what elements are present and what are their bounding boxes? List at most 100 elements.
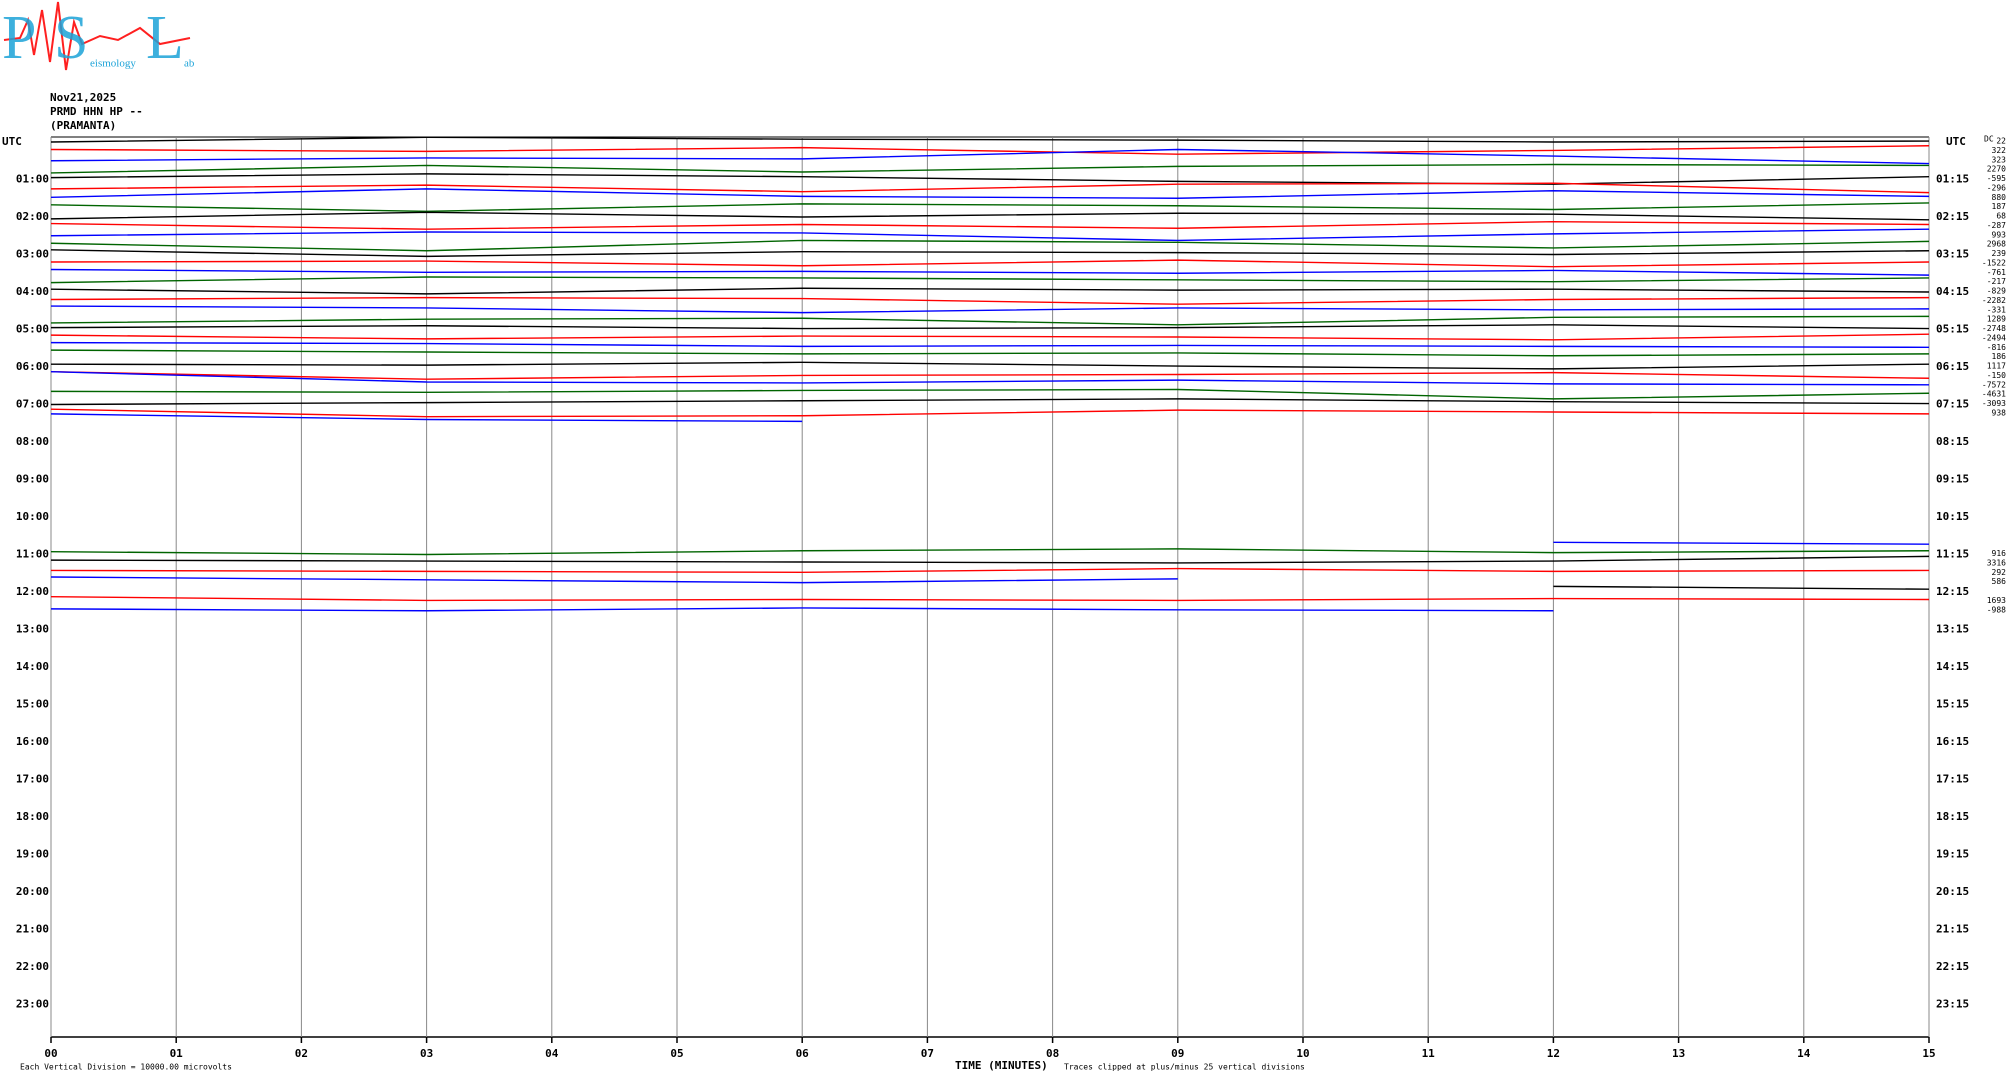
right-time-label: 12:15: [1936, 585, 1969, 598]
left-time-label: 03:00: [16, 248, 49, 261]
offset-label: -150: [1987, 371, 2006, 380]
trace: [50, 607, 1554, 612]
right-time-label: 16:15: [1936, 735, 1969, 748]
left-time-label: 09:00: [16, 473, 49, 486]
trace: [50, 173, 1930, 185]
logo-wave: [3, 1, 191, 71]
trace: [50, 239, 1930, 252]
trace: [50, 163, 1930, 174]
offset-label: -296: [1987, 183, 2006, 192]
trace: [50, 341, 1930, 349]
offset-label: 187: [1992, 202, 2007, 211]
right-time-label: 08:15: [1936, 435, 1969, 448]
trace: [50, 188, 1930, 199]
left-time-label: 02:00: [16, 210, 49, 223]
x-tick-label: 02: [295, 1047, 308, 1060]
header-name: (PRAMANTA): [50, 119, 116, 132]
left-time-label: 12:00: [16, 585, 49, 598]
trace: [50, 305, 1930, 314]
left-time-label: 19:00: [16, 848, 49, 861]
x-tick-label: 15: [1922, 1047, 1935, 1060]
header-station: PRMD HHN HP --: [50, 105, 143, 118]
left-time-label: 20:00: [16, 885, 49, 898]
trace: [50, 220, 1930, 230]
left-time-label: 15:00: [16, 698, 49, 711]
offset-label: -1522: [1982, 258, 2006, 267]
trace: [50, 148, 1930, 165]
right-time-label: 01:15: [1936, 173, 1969, 186]
footer-right: Traces clipped at plus/minus 25 vertical…: [1064, 1063, 1305, 1072]
right-time-label: 18:15: [1936, 810, 1969, 823]
dc-label: DC: [1984, 135, 1994, 144]
x-tick-label: 08: [1046, 1047, 1059, 1060]
offset-label: -2748: [1982, 324, 2006, 333]
offset-label: 586: [1992, 577, 2007, 586]
offset-label: 1289: [1987, 315, 2006, 324]
right-time-label: 21:15: [1936, 923, 1969, 936]
right-time-label: 14:15: [1936, 660, 1969, 673]
x-axis-label: TIME (MINUTES): [955, 1059, 1048, 1072]
left-time-label: 16:00: [16, 735, 49, 748]
offset-label: -4631: [1982, 390, 2006, 399]
left-time-label: 06:00: [16, 360, 49, 373]
left-time-label: 21:00: [16, 923, 49, 936]
offset-label: 1693: [1987, 596, 2006, 605]
header-date: Nov21,2025: [50, 91, 116, 104]
right-axis-label: UTC: [1946, 135, 1966, 148]
trace: [50, 276, 1930, 284]
trace: [1553, 541, 1930, 545]
trace: [50, 413, 803, 423]
right-time-label: 22:15: [1936, 960, 1969, 973]
x-tick-label: 11: [1422, 1047, 1436, 1060]
left-time-label: 08:00: [16, 435, 49, 448]
footer-left: Each Vertical Division = 10000.00 microv…: [20, 1063, 232, 1072]
offset-label: 880: [1992, 193, 2007, 202]
offset-label: 22: [1996, 137, 2006, 146]
x-tick-label: 14: [1797, 1047, 1811, 1060]
offset-label: 2270: [1987, 165, 2006, 174]
x-tick-label: 06: [796, 1047, 810, 1060]
offset-label: 68: [1996, 212, 2006, 221]
trace: [50, 211, 1930, 221]
offset-label: 2968: [1987, 240, 2006, 249]
offset-label: 916: [1992, 549, 2007, 558]
trace: [50, 228, 1930, 242]
x-tick-label: 09: [1171, 1047, 1184, 1060]
logo-text: ab: [184, 58, 195, 70]
offset-label: -816: [1987, 343, 2006, 352]
offset-label: -2282: [1982, 296, 2006, 305]
logo-letter: P: [2, 4, 36, 72]
right-time-label: 09:15: [1936, 473, 1969, 486]
x-tick-label: 10: [1296, 1047, 1309, 1060]
trace: [50, 296, 1930, 305]
offset-label: 292: [1992, 568, 2007, 577]
offset-label: 323: [1992, 155, 2007, 164]
x-tick-label: 00: [44, 1047, 57, 1060]
trace: [50, 287, 1930, 295]
trace: [50, 259, 1930, 268]
left-time-label: 22:00: [16, 960, 49, 973]
offset-label: 938: [1992, 408, 2007, 417]
x-tick-label: 03: [420, 1047, 433, 1060]
offset-label: 3316: [1987, 558, 2006, 567]
trace: [50, 136, 1930, 143]
right-time-label: 20:15: [1936, 885, 1969, 898]
trace: [50, 567, 1930, 574]
offset-label: -331: [1987, 305, 2006, 314]
trace: [50, 324, 1930, 330]
trace: [50, 576, 1178, 584]
x-tick-label: 04: [545, 1047, 559, 1060]
left-time-label: 23:00: [16, 998, 49, 1011]
offset-label: -829: [1987, 287, 2006, 296]
trace: [50, 555, 1930, 564]
x-tick-label: 05: [670, 1047, 683, 1060]
right-time-label: 06:15: [1936, 360, 1969, 373]
right-time-label: 19:15: [1936, 848, 1969, 861]
trace: [50, 595, 1930, 602]
logo-text: eismology: [90, 58, 136, 70]
trace: [50, 408, 1930, 418]
left-time-label: 01:00: [16, 173, 49, 186]
left-time-label: 04:00: [16, 285, 49, 298]
left-time-label: 17:00: [16, 773, 49, 786]
